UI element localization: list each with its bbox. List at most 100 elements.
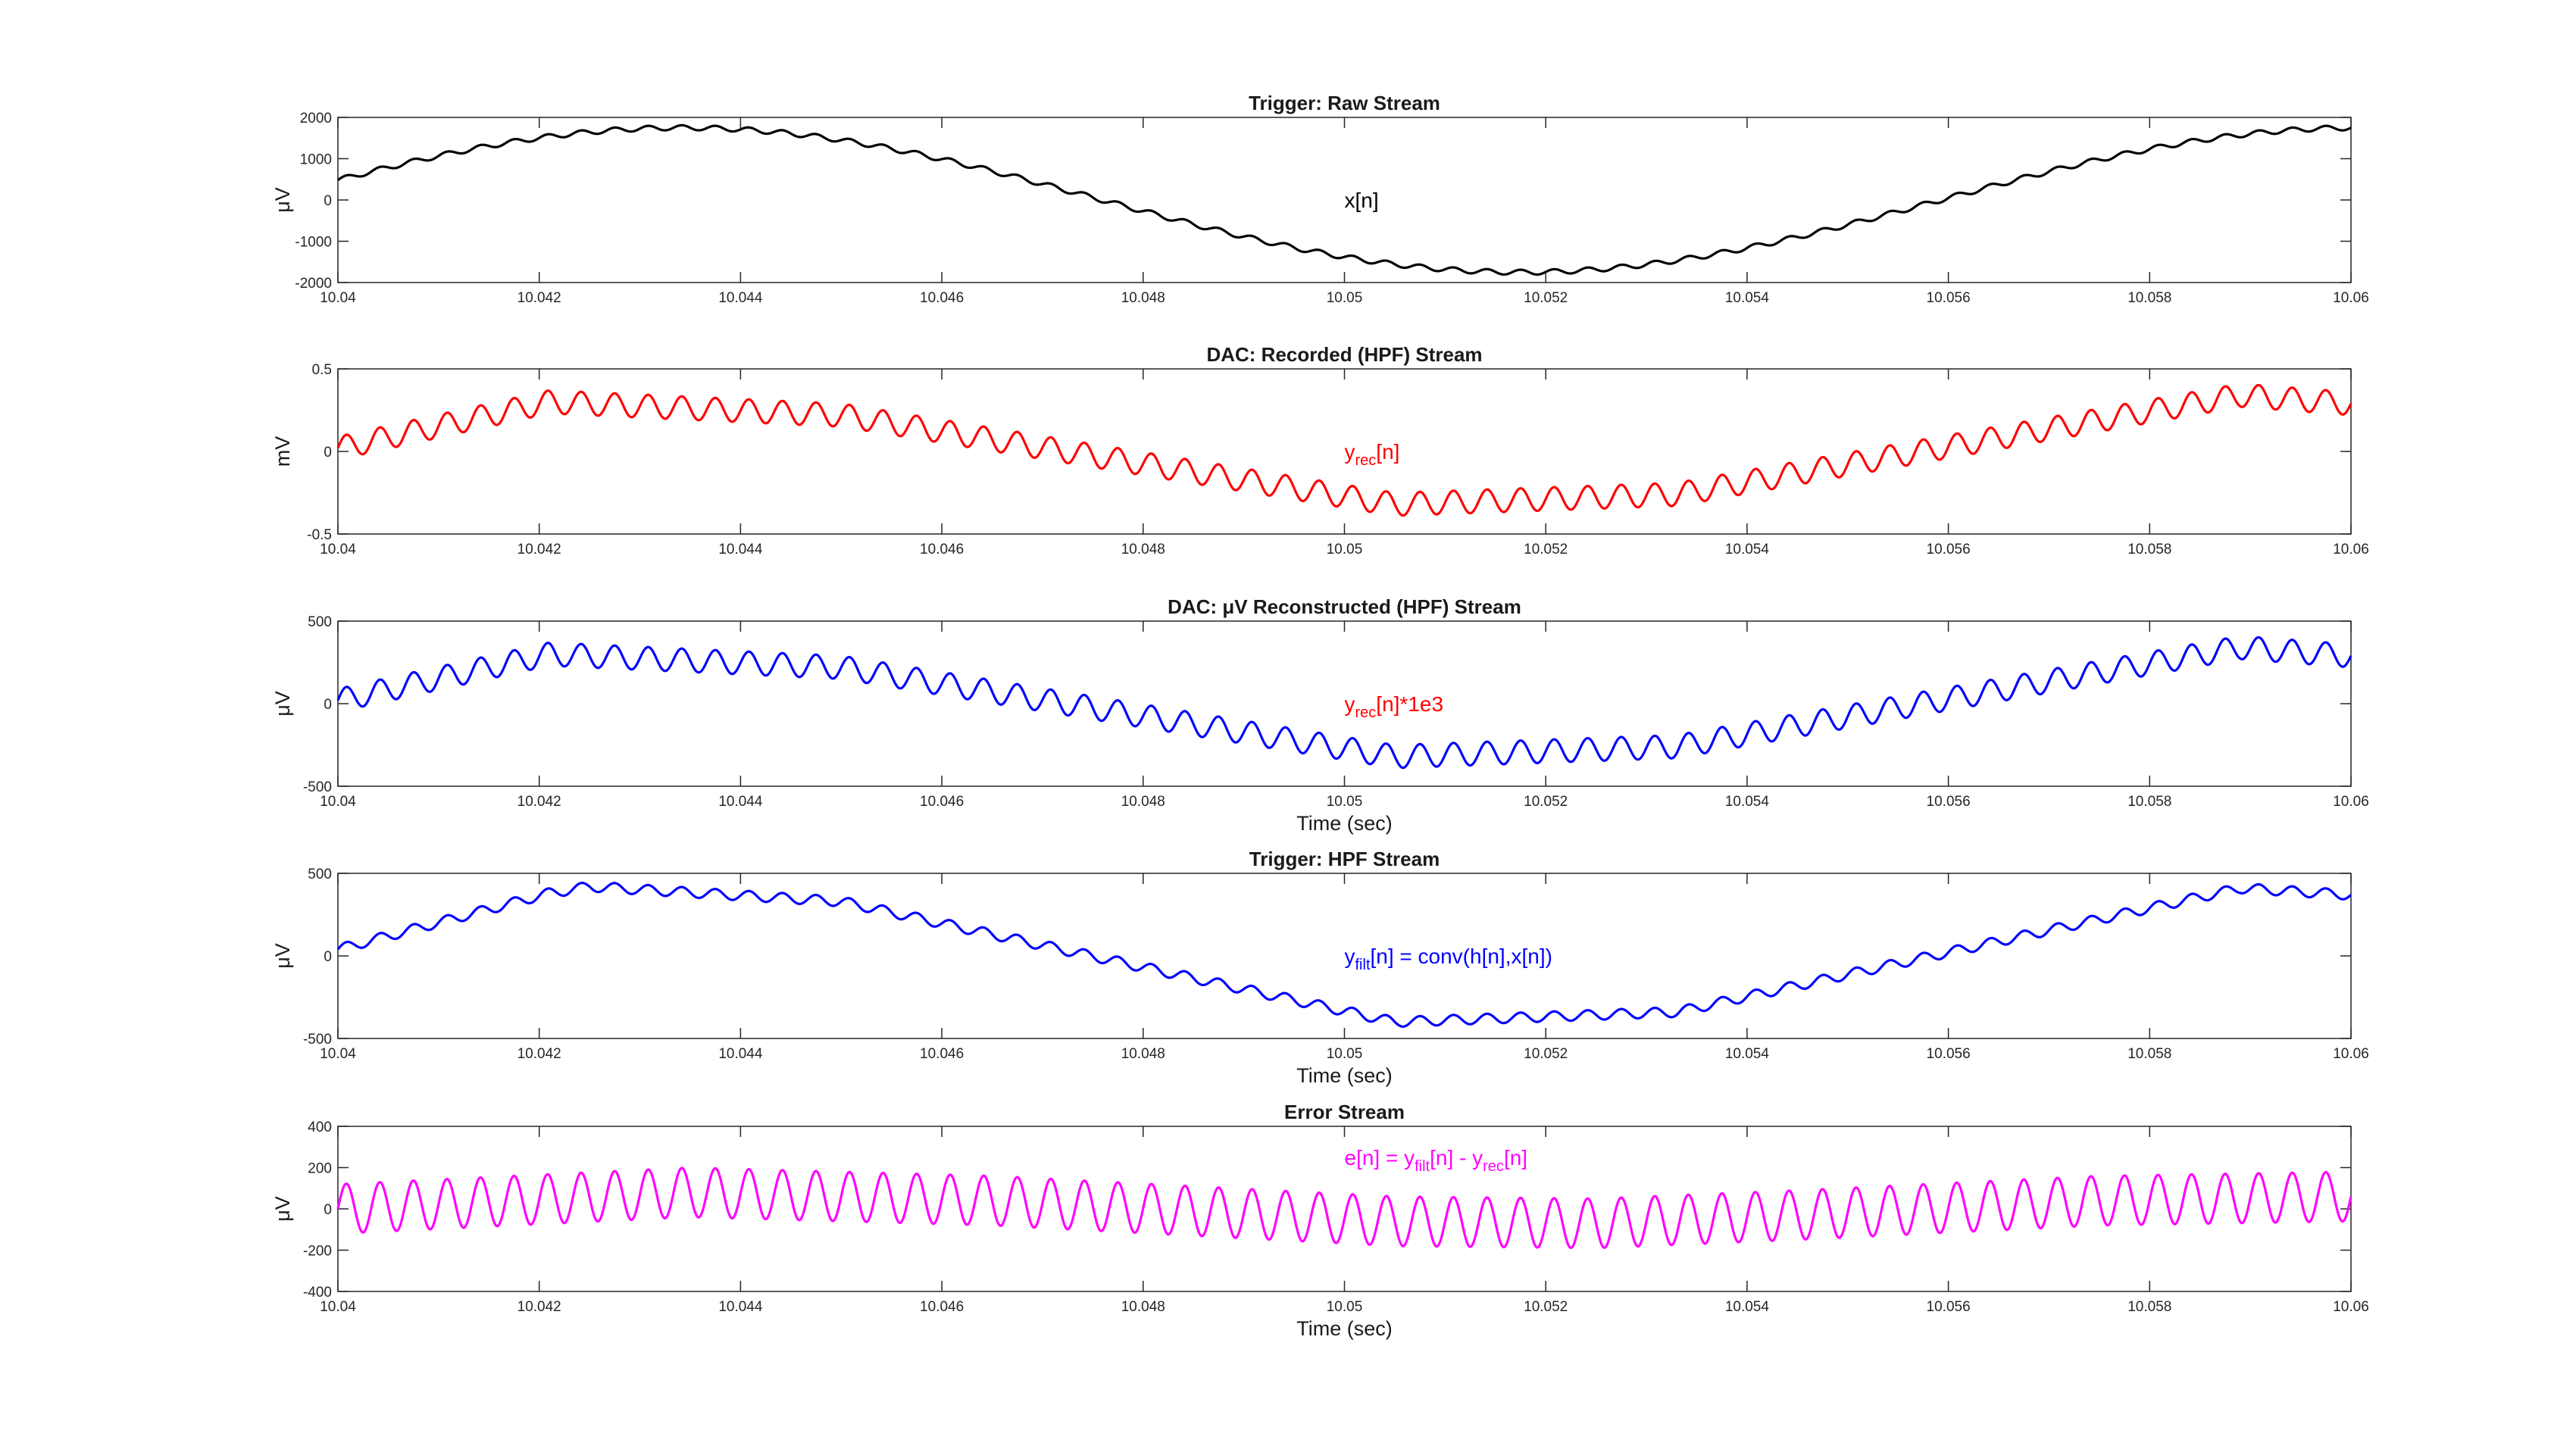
x-tick-label: 10.058 [2127, 542, 2171, 557]
x-tick-label: 10.06 [2333, 1046, 2369, 1062]
x-tick-label: 10.06 [2333, 794, 2369, 810]
y-tick-label: -2000 [295, 276, 332, 292]
x-tick-label: 10.054 [1725, 542, 1770, 557]
x-tick-label: 10.05 [1327, 794, 1363, 810]
x-tick-label: 10.046 [920, 1046, 964, 1062]
y-axis-label: μV [271, 691, 294, 717]
x-tick-label: 10.044 [718, 794, 763, 810]
y-tick-label: 0 [324, 193, 332, 209]
x-tick-label: 10.05 [1327, 1299, 1363, 1315]
x-tick-label: 10.054 [1725, 1046, 1770, 1062]
x-axis-label: Time (sec) [1296, 1064, 1393, 1087]
x-tick-label: 10.052 [1524, 1046, 1568, 1062]
x-tick-label: 10.056 [1927, 1046, 1971, 1062]
y-axis-label: μV [271, 943, 294, 969]
y-tick-label: 1000 [300, 152, 332, 168]
x-tick-label: 10.056 [1927, 794, 1971, 810]
x-axis-label: Time (sec) [1296, 812, 1393, 835]
x-tick-label: 10.046 [920, 290, 964, 306]
annotation-label: yfilt[n] = conv(h[n],x[n]) [1345, 945, 1552, 973]
annotation-label: yrec[n] [1345, 440, 1400, 469]
x-tick-label: 10.048 [1121, 1299, 1165, 1315]
x-tick-label: 10.046 [920, 542, 964, 557]
x-tick-label: 10.052 [1524, 1299, 1568, 1315]
chart-panel-4: Trigger: HPF Stream 10.04 10.042 10.044 10.0… [271, 848, 2369, 1087]
x-tick-label: 10.048 [1121, 542, 1165, 557]
x-tick-label: 10.056 [1927, 542, 1971, 557]
x-tick-label: 10.05 [1327, 290, 1363, 306]
annotation-label: yrec[n]*1e3 [1345, 692, 1444, 721]
axes-box [337, 117, 2352, 283]
x-tick-label: 10.042 [517, 1046, 561, 1062]
y-axis-label: μV [271, 187, 294, 213]
x-tick-label: 10.044 [718, 1299, 763, 1315]
x-tick-label: 10.058 [2127, 290, 2171, 306]
x-tick-label: 10.058 [2127, 794, 2171, 810]
series-line-1 [336, 1166, 2352, 1250]
x-tick-label: 10.048 [1121, 1046, 1165, 1062]
chart-title: Trigger: Raw Stream [1249, 92, 1440, 114]
x-tick-label: 10.058 [2127, 1046, 2171, 1062]
y-tick-label: -1000 [295, 235, 332, 251]
y-tick-label: 500 [308, 867, 332, 882]
x-tick-label: 10.046 [920, 1299, 964, 1315]
chart-title: DAC: Recorded (HPF) Stream [1206, 343, 1482, 366]
y-tick-label: 2000 [300, 111, 332, 126]
chart-panel-3: DAC: μV Reconstructed (HPF) Stream 10.04 1… [271, 595, 2369, 835]
x-tick-label: 10.04 [320, 290, 356, 306]
x-tick-label: 10.04 [320, 794, 356, 810]
y-tick-label: 0 [324, 1202, 332, 1218]
y-tick-label: 0.5 [312, 362, 332, 378]
x-tick-label: 10.044 [718, 290, 763, 306]
x-tick-label: 10.048 [1121, 290, 1165, 306]
axes-box [337, 368, 2352, 535]
y-tick-label: -200 [303, 1244, 332, 1260]
x-tick-label: 10.042 [517, 794, 561, 810]
y-tick-label: 0 [324, 697, 332, 713]
y-tick-label: -0.5 [307, 527, 332, 543]
x-tick-label: 10.054 [1725, 1299, 1770, 1315]
x-tick-label: 10.046 [920, 794, 964, 810]
x-tick-label: 10.058 [2127, 1299, 2171, 1315]
y-axis-label: mV [271, 436, 294, 467]
chart-title: DAC: μV Reconstructed (HPF) Stream [1168, 595, 1521, 618]
x-tick-label: 10.056 [1927, 290, 1971, 306]
y-tick-label: 500 [308, 614, 332, 630]
series-line-1 [336, 383, 2352, 517]
chart-title: Trigger: HPF Stream [1249, 848, 1440, 870]
x-tick-label: 10.048 [1121, 794, 1165, 810]
y-tick-label: -500 [303, 779, 332, 795]
y-tick-label: -500 [303, 1032, 332, 1048]
y-tick-label: 400 [308, 1120, 332, 1135]
x-tick-label: 10.044 [718, 1046, 763, 1062]
x-tick-label: 10.044 [718, 542, 763, 557]
y-axis-label: μV [271, 1196, 294, 1222]
chart-panel-2: DAC: Recorded (HPF) Stream 10.04 10.042 10.… [271, 343, 2369, 557]
x-tick-label: 10.04 [320, 1046, 356, 1062]
x-tick-label: 10.06 [2333, 290, 2369, 306]
x-tick-label: 10.054 [1725, 794, 1770, 810]
x-tick-label: 10.042 [517, 290, 561, 306]
x-tick-label: 10.054 [1725, 290, 1770, 306]
x-tick-label: 10.06 [2333, 1299, 2369, 1315]
series-line-1 [336, 882, 2352, 1028]
y-tick-label: 0 [324, 949, 332, 965]
x-tick-label: 10.042 [517, 542, 561, 557]
chart-title: Error Stream [1284, 1101, 1405, 1123]
y-tick-label: -400 [303, 1285, 332, 1301]
x-tick-label: 10.052 [1524, 290, 1568, 306]
series-line-1 [337, 123, 2352, 276]
x-tick-label: 10.052 [1524, 794, 1568, 810]
x-tick-label: 10.056 [1927, 1299, 1971, 1315]
x-tick-label: 10.042 [517, 1299, 561, 1315]
x-tick-label: 10.06 [2333, 542, 2369, 557]
annotation-label: e[n] = yfilt[n] - yrec[n] [1345, 1146, 1528, 1175]
x-tick-label: 10.05 [1327, 1046, 1363, 1062]
x-tick-label: 10.04 [320, 1299, 356, 1315]
chart-panel-5: Error Stream 10.04 10.042 10.044 10.046 10.04… [271, 1101, 2369, 1340]
x-axis-label: Time (sec) [1296, 1317, 1393, 1340]
y-tick-label: 0 [324, 445, 332, 461]
annotation-label: x[n] [1345, 189, 1379, 212]
chart-panel-1: Trigger: Raw Stream 10.04 10.042 10.044 10.0… [271, 92, 2369, 306]
